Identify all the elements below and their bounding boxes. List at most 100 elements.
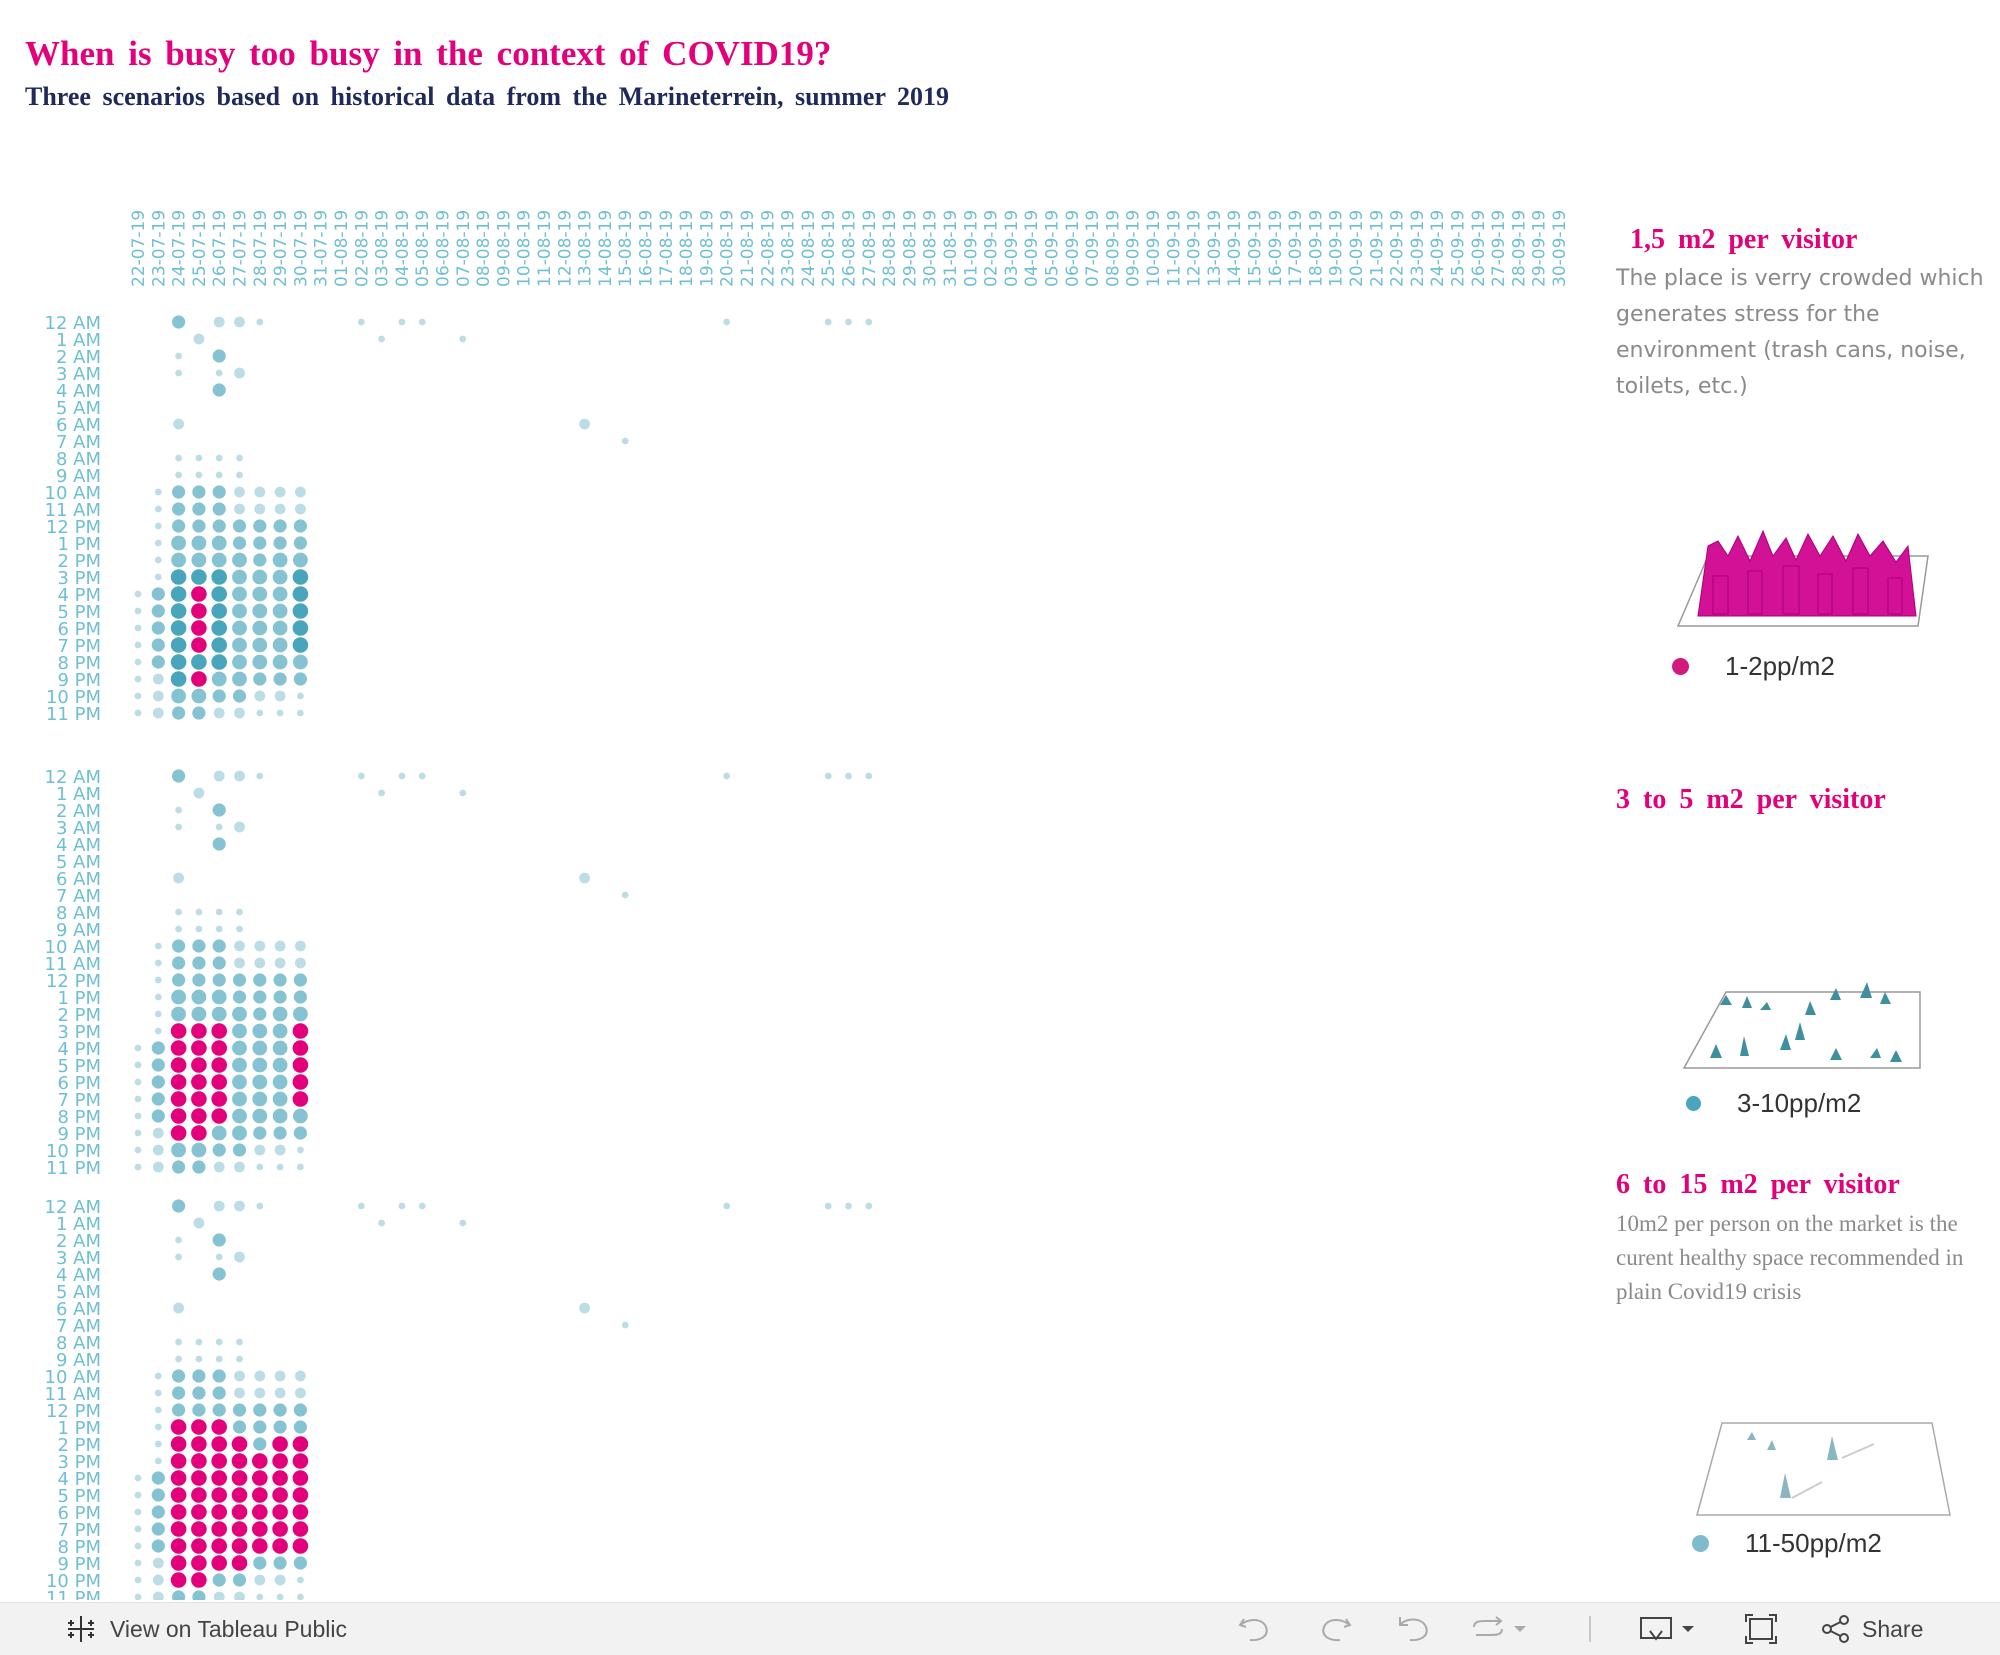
visitor-dot — [195, 908, 203, 916]
visitor-dot — [172, 502, 186, 516]
visitor-dot — [621, 891, 629, 899]
visitor-dot — [293, 1006, 308, 1022]
visitor-dot — [154, 1389, 162, 1397]
visitor-dot — [232, 519, 247, 533]
visitor-dot — [151, 604, 165, 618]
undo-button[interactable] — [1236, 1603, 1272, 1655]
light-teal-dot-icon — [1692, 1535, 1709, 1552]
fullscreen-button[interactable] — [1744, 1603, 1778, 1655]
date-tick-label: 23-07-19 — [149, 210, 169, 287]
visitor-dot — [292, 569, 309, 585]
busy-dot — [170, 1108, 187, 1124]
busy-dot — [191, 1487, 207, 1503]
visitor-dot — [134, 607, 142, 615]
visitor-dot — [191, 989, 207, 1005]
visitor-dot — [213, 1591, 225, 1600]
visitor-dot — [234, 940, 245, 952]
share-button[interactable]: Share — [1820, 1603, 1923, 1655]
busy-dot — [292, 1023, 309, 1039]
visitor-dot — [232, 1023, 247, 1039]
share-label: Share — [1862, 1615, 1924, 1642]
visitor-dot — [295, 503, 306, 515]
hour-tick-label: 4 AM — [56, 381, 101, 402]
visitor-dot — [297, 709, 304, 717]
visitor-dot — [134, 1044, 142, 1052]
date-tick-label: 16-08-19 — [637, 210, 657, 287]
busy-dot — [251, 1487, 268, 1503]
visitor-dot — [293, 672, 307, 686]
hour-tick-label: 6 PM — [57, 1073, 101, 1094]
visitor-dot — [175, 1355, 183, 1363]
visitor-dot — [272, 569, 288, 585]
view-on-tableau-link[interactable]: View on Tableau Public — [64, 1603, 347, 1655]
refresh-button[interactable] — [1470, 1603, 1530, 1655]
visitor-dot — [272, 603, 288, 619]
visitor-dot — [579, 1302, 590, 1314]
busy-dot — [251, 1453, 268, 1469]
visitor-dot — [845, 1202, 852, 1210]
visitor-dot — [192, 706, 206, 720]
busy-dot — [272, 1538, 288, 1554]
hour-tick-label: 12 PM — [46, 517, 101, 538]
visitor-dot — [297, 1593, 304, 1600]
panel-2-title: 3 to 5 m2 per visitor — [1616, 784, 1886, 815]
visitor-dot — [232, 1125, 247, 1141]
visitor-dot — [134, 709, 142, 717]
hour-tick-label: 12 PM — [46, 971, 101, 992]
panel-3-title: 6 to 15 m2 per visitor — [1616, 1169, 1900, 1200]
visitor-dot — [272, 1040, 288, 1056]
busy-dot — [292, 1057, 309, 1073]
download-button[interactable] — [1638, 1603, 1700, 1655]
visitor-dot — [191, 654, 207, 670]
date-tick-label: 22-09-19 — [1388, 210, 1408, 287]
date-tick-label: 24-09-19 — [1428, 210, 1448, 287]
visitor-dot — [152, 1557, 164, 1569]
visitor-dot — [215, 454, 223, 462]
legend-3: 11-50pp/m2 — [1692, 1528, 1882, 1559]
hour-tick-label: 11 PM — [46, 704, 101, 725]
hour-tick-label: 3 AM — [56, 818, 101, 839]
visitor-dot — [172, 973, 186, 987]
revert-button[interactable] — [1396, 1603, 1432, 1655]
visitor-dot — [234, 1161, 245, 1173]
hour-tick-label: 9 PM — [57, 1554, 101, 1575]
visitor-dot — [154, 1440, 162, 1448]
hour-tick-label: 4 PM — [57, 585, 101, 606]
hour-tick-label: 9 AM — [56, 466, 101, 487]
visitor-dot — [195, 1355, 203, 1363]
visitor-dot — [459, 789, 467, 797]
visitor-dot — [152, 673, 164, 685]
visitor-dot — [824, 772, 832, 780]
date-tick-label: 07-08-19 — [454, 210, 474, 287]
visitor-dot — [865, 772, 873, 780]
visitor-dot — [253, 1420, 267, 1434]
visitor-dot — [152, 1591, 164, 1600]
busy-dot — [170, 1419, 187, 1435]
date-tick-label: 01-08-19 — [332, 210, 352, 287]
busy-dot — [191, 637, 207, 653]
visitor-dot — [172, 1199, 186, 1213]
hour-tick-label: 8 PM — [57, 653, 101, 674]
visitor-dot — [212, 1403, 226, 1417]
visitor-dot — [254, 1370, 266, 1382]
busy-dot — [170, 1538, 187, 1554]
teal-dot-icon — [1686, 1096, 1701, 1111]
visitor-dot — [232, 671, 247, 687]
hour-tick-label: 3 PM — [57, 1452, 101, 1473]
date-tick-label: 22-07-19 — [129, 210, 149, 287]
visitor-dot — [192, 502, 206, 516]
hour-tick-label: 5 PM — [57, 602, 101, 623]
visitor-dot — [272, 1091, 288, 1107]
date-tick-label: 10-08-19 — [515, 210, 535, 287]
redo-button[interactable] — [1318, 1603, 1354, 1655]
hour-tick-label: 8 AM — [56, 449, 101, 470]
date-tick-label: 03-09-19 — [1002, 210, 1022, 287]
visitor-dot — [293, 1556, 307, 1570]
visitor-dot — [254, 1387, 266, 1399]
busy-dot — [211, 1023, 227, 1039]
date-tick-label: 26-08-19 — [840, 210, 860, 287]
date-tick-label: 29-08-19 — [900, 210, 920, 287]
visitor-dot — [232, 1006, 247, 1022]
visitor-dot — [212, 383, 226, 397]
visitor-dot — [293, 552, 308, 568]
